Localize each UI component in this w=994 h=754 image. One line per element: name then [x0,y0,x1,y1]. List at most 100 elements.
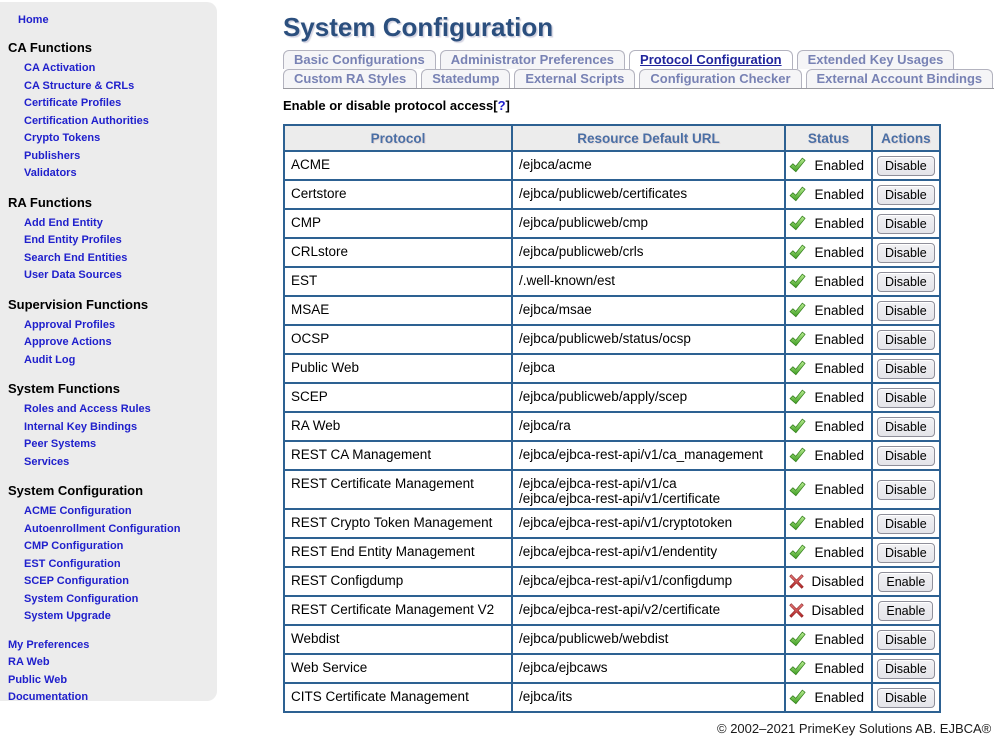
status-indicator: Enabled [786,389,871,406]
status-indicator: Enabled [786,215,871,232]
sidebar-item-approval-profiles[interactable]: Approval Profiles [24,318,116,331]
disable-button[interactable]: Disable [877,184,935,205]
sidebar-item-publishers[interactable]: Publishers [24,149,81,162]
protocol-cell: REST Configdump [283,566,513,597]
disable-button[interactable]: Disable [877,213,935,234]
actions-cell: Disable [871,469,941,510]
sidebar-item-certificate-profiles[interactable]: Certificate Profiles [24,97,122,109]
tab-row-1: Basic Configurations Administrator Prefer… [283,50,994,69]
tab-basic-configurations[interactable]: Basic Configurations [283,50,436,69]
check-icon [789,331,806,348]
protocol-cell: Public Web [283,353,513,384]
help-question-link[interactable]: ? [497,98,506,113]
actions-cell: Disable [871,653,941,684]
main-content: System Configuration Basic Configuration… [283,0,994,713]
help-label: Enable or disable protocol access[ [283,98,498,113]
sidebar-item-scep-configuration[interactable]: SCEP Configuration [24,575,129,587]
table-row: Certstore/ejbca/publicweb/certificates En… [283,179,941,210]
sidebar-item-internal-key-bindings[interactable]: Internal Key Bindings [24,420,138,433]
sidebar-item-search-end-entities[interactable]: Search End Entities [24,251,128,264]
sidebar-section-ra-functions: RA Functions [8,194,93,210]
sidebar-item-acme-configuration[interactable]: ACME Configuration [24,505,132,517]
url-cell: /ejbca/publicweb/apply/scep [511,382,786,413]
disable-button[interactable]: Disable [877,300,935,321]
sidebar-item-ca-structure-crls[interactable]: CA Structure & CRLs [24,79,135,92]
disable-button[interactable]: Disable [877,479,935,500]
tab-administrator-preferences[interactable]: Administrator Preferences [439,50,626,69]
check-icon [789,389,806,406]
sidebar-item-add-end-entity[interactable]: Add End Entity [24,216,103,229]
status-cell: Enabled [784,469,873,510]
table-row: EST/.well-known/est Enabled Disable [283,266,941,297]
disable-button[interactable]: Disable [877,687,935,708]
url-cell: /ejbca/publicweb/cmp [511,208,786,239]
disable-button[interactable]: Disable [877,513,935,534]
actions-cell: Enable [871,566,941,597]
table-row: Public Web/ejbca Enabled Disable [283,353,941,384]
tab-protocol-configuration[interactable]: Protocol Configuration [629,50,793,69]
enable-button[interactable]: Enable [878,600,934,621]
status-cell: Enabled [784,208,873,239]
sidebar-item-roles-and-access-rules[interactable]: Roles and Access Rules [24,403,151,415]
check-icon [789,631,806,648]
tab-configuration-checker[interactable]: Configuration Checker [639,69,802,88]
sidebar-item-system-configuration[interactable]: System Configuration [24,592,139,605]
tab-external-account-bindings[interactable]: External Account Bindings [805,69,994,88]
sidebar-item-ra-web[interactable]: RA Web [8,656,50,668]
disable-button[interactable]: Disable [877,658,935,679]
disable-button[interactable]: Disable [877,358,935,379]
url-cell: /ejbca/publicweb/certificates [511,179,786,210]
disable-button[interactable]: Disable [877,271,935,292]
sidebar-item-peer-systems[interactable]: Peer Systems [24,438,97,450]
sidebar-item-ca-activation[interactable]: CA Activation [24,62,96,74]
sidebar-item-validators[interactable]: Validators [24,167,77,179]
url-cell: /ejbca/ejbca-rest-api/v1/cryptotoken [511,508,786,539]
sidebar-item-est-configuration[interactable]: EST Configuration [24,557,121,570]
disable-button[interactable]: Disable [877,387,935,408]
sidebar-section-system-configuration: System Configuration [8,483,144,498]
disable-button[interactable]: Disable [877,155,935,176]
table-row: SCEP/ejbca/publicweb/apply/scep Enabled Di… [283,382,941,413]
status-indicator: Enabled [786,447,871,464]
status-label: Enabled [814,303,864,318]
status-indicator: Enabled [786,481,871,498]
tab-statedump[interactable]: Statedump [421,69,511,88]
tab-external-scripts[interactable]: External Scripts [514,69,636,88]
status-label: Enabled [814,361,864,376]
check-icon [789,481,806,498]
sidebar-item-autoenrollment-configuration[interactable]: Autoenrollment Configuration [24,522,181,535]
disable-button[interactable]: Disable [877,416,935,437]
column-header-resource-default-url: Resource Default URL [511,124,786,152]
protocol-cell: EST [283,266,513,297]
tab-extended-key-usages[interactable]: Extended Key Usages [796,50,955,69]
sidebar-item-cmp-configuration[interactable]: CMP Configuration [24,540,124,552]
status-indicator: Enabled [786,244,871,261]
disable-button[interactable]: Disable [877,629,935,650]
sidebar-item-public-web[interactable]: Public Web [8,673,68,686]
sidebar-item-system-upgrade[interactable]: System Upgrade [24,610,111,622]
check-icon [789,515,806,532]
table-row: REST CA Management/ejbca/ejbca-rest-api/… [283,440,941,471]
status-label: Enabled [814,448,864,463]
sidebar-item-my-preferences[interactable]: My Preferences [8,638,90,651]
sidebar-item-approve-actions[interactable]: Approve Actions [24,336,112,348]
sidebar-item-services[interactable]: Services [24,455,70,468]
actions-cell: Disable [871,537,941,568]
status-label: Disabled [811,574,864,589]
sidebar-item-user-data-sources[interactable]: User Data Sources [24,269,122,281]
disable-button[interactable]: Disable [877,329,935,350]
disable-button[interactable]: Disable [877,542,935,563]
disable-button[interactable]: Disable [877,445,935,466]
sidebar-item-home[interactable]: Home [18,14,49,26]
sidebar-item-certification-authorities[interactable]: Certification Authorities [24,114,149,127]
sidebar-item-audit-log[interactable]: Audit Log [24,353,76,366]
enable-button[interactable]: Enable [878,571,934,592]
sidebar-item-documentation[interactable]: Documentation [8,691,89,703]
sidebar-item-end-entity-profiles[interactable]: End Entity Profiles [24,234,122,246]
tab-custom-ra-styles[interactable]: Custom RA Styles [283,69,418,88]
disable-button[interactable]: Disable [877,242,935,263]
url-cell: /ejbca/publicweb/crls [511,237,786,268]
protocol-cell: CRLstore [283,237,513,268]
status-cell: Enabled [784,353,873,384]
sidebar-item-crypto-tokens[interactable]: Crypto Tokens [24,132,101,144]
